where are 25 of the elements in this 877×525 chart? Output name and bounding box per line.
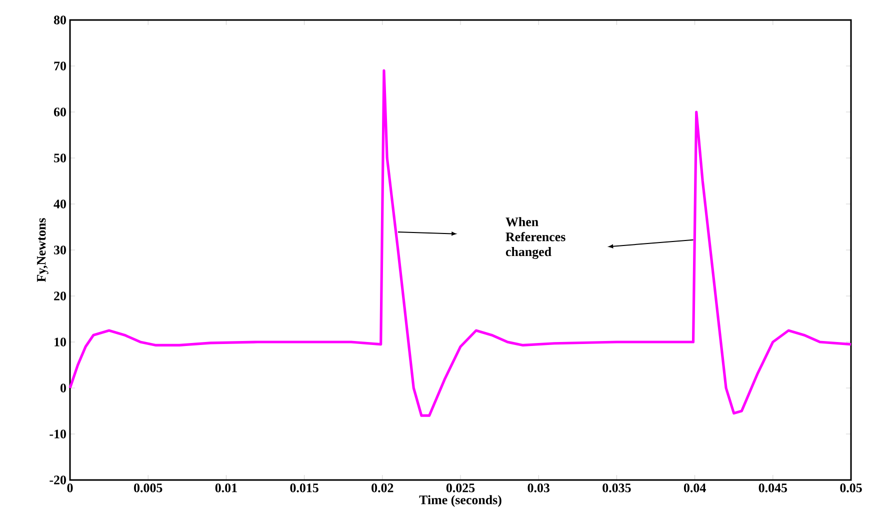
y-tick-label: 30 (54, 246, 66, 254)
x-tick-label: 0.015 (290, 484, 318, 492)
x-tick-label: 0.035 (602, 484, 631, 492)
y-tick-label: 50 (54, 154, 66, 162)
x-tick-label: 0.05 (840, 484, 862, 492)
y-tick-label: 0 (60, 384, 66, 392)
y-axis-title: Fy,Newtons (37, 218, 48, 282)
x-tick-label: 0.01 (215, 484, 237, 492)
y-tick-label: 40 (54, 200, 66, 208)
x-tick-label: 0.04 (684, 484, 706, 492)
y-tick-label: 20 (54, 292, 66, 300)
x-tick-label: 0.045 (758, 484, 788, 492)
annotation: When References changed (506, 217, 566, 259)
y-tick-label: 60 (54, 108, 66, 116)
y-tick-label: -20 (50, 476, 66, 484)
x-axis-title: Time (seconds) (419, 495, 502, 507)
y-tick-label: 70 (54, 62, 66, 70)
x-tick-label: 0.02 (372, 484, 394, 492)
x-tick-label: 0.005 (134, 484, 162, 492)
y-tick-label: 80 (54, 16, 66, 24)
x-tick-label: 0.025 (446, 484, 475, 492)
x-tick-label: 0.03 (528, 484, 550, 492)
x-tick-label: 0 (67, 484, 73, 492)
y-tick-label: 10 (54, 338, 66, 346)
y-tick-label: -10 (50, 430, 66, 438)
